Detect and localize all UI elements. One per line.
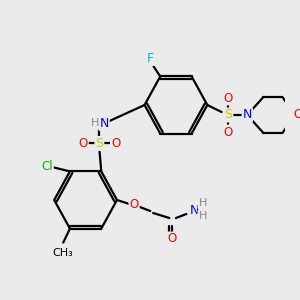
Text: O: O xyxy=(293,109,300,122)
Text: S: S xyxy=(224,109,232,122)
Text: N: N xyxy=(243,109,252,122)
Text: O: O xyxy=(167,232,177,245)
Text: O: O xyxy=(224,125,233,139)
Text: H: H xyxy=(90,118,99,128)
Text: O: O xyxy=(79,137,88,150)
Text: O: O xyxy=(111,137,120,150)
Text: CH₃: CH₃ xyxy=(52,248,73,258)
Text: Cl: Cl xyxy=(41,160,53,173)
Text: O: O xyxy=(130,199,139,212)
Text: O: O xyxy=(224,92,233,104)
Text: N: N xyxy=(189,205,199,218)
Text: H: H xyxy=(198,211,207,221)
Text: S: S xyxy=(95,137,104,150)
Text: N: N xyxy=(99,117,109,130)
Text: H: H xyxy=(198,198,207,208)
Text: F: F xyxy=(147,52,154,65)
